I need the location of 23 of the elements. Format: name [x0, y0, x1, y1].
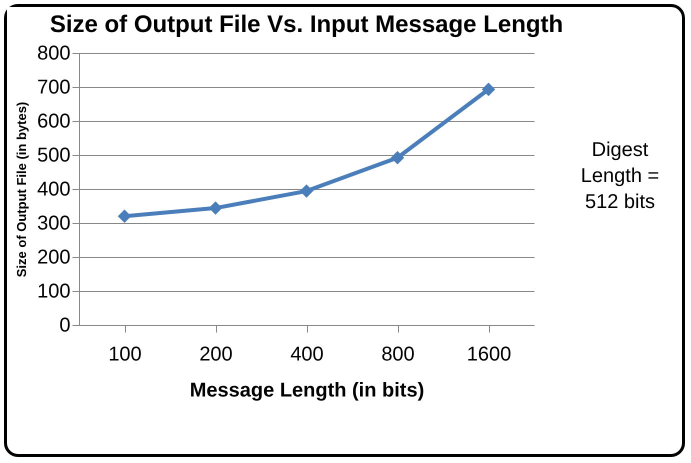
y-axis-title: Size of Output File (in bytes): [14, 102, 30, 278]
y-tick-label: 400: [37, 178, 70, 200]
point: [208, 201, 222, 215]
x-tick-label: 200: [199, 344, 233, 366]
y-tick-label: 800: [37, 42, 70, 64]
point: [300, 184, 314, 198]
y-tick-label: 300: [37, 212, 70, 234]
x-tick-label: 400: [290, 344, 324, 366]
y-tick-label: 500: [37, 144, 70, 166]
y-tick-label: 0: [59, 314, 70, 336]
point: [390, 151, 404, 164]
y-tick-label: 100: [37, 280, 70, 302]
x-tick-label: 1600: [466, 344, 512, 366]
y-tick-label: 200: [37, 246, 70, 268]
x-tick-label: 100: [108, 344, 142, 366]
chart-title: Size of Output File Vs. Input Message Length: [50, 11, 564, 38]
point: [118, 209, 132, 223]
point: [482, 82, 496, 96]
x-axis-title: Message Length (in bits): [190, 380, 424, 402]
y-tick-label: 700: [37, 76, 70, 98]
y-tick-label: 600: [37, 110, 70, 132]
x-tick-label: 800: [381, 344, 415, 366]
text: Digest Length = 512 bits: [580, 138, 660, 215]
